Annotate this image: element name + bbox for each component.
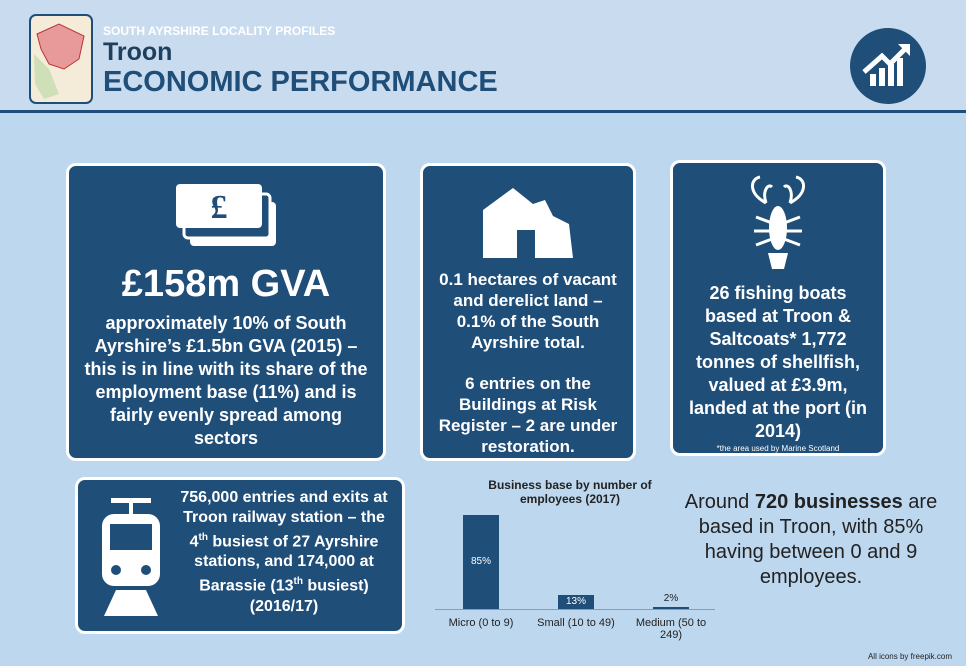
business-chart: Business base by number of employees (20… — [430, 478, 720, 648]
value-label: 85% — [470, 556, 491, 567]
rail-text-part: th — [198, 532, 208, 543]
fishing-note: *the area used by Marine Scotland — [716, 444, 840, 453]
place: Troon — [103, 38, 173, 66]
money-icon: £ — [176, 184, 276, 246]
bar — [463, 515, 499, 609]
summary-after: are based in Troon, with 85% having betw… — [698, 491, 938, 588]
growth-icon — [850, 28, 926, 104]
value-label: 13% — [565, 595, 586, 607]
rail-card: 756,000 entries and exits at Troon railw… — [75, 477, 405, 634]
gva-text: approximately 10% of South Ayrshire’s £1… — [84, 313, 368, 448]
baseline — [435, 609, 715, 610]
gva-headline: £158m GVA — [121, 263, 331, 305]
summary-before: Around — [684, 491, 755, 513]
land-text-1: 0.1 hectares of vacant and derelict land… — [439, 270, 617, 352]
title: ECONOMIC PERFORMANCE — [103, 66, 498, 98]
header — [0, 0, 966, 113]
svg-text:£: £ — [211, 189, 228, 226]
fishing-card: 26 fishing boats based at Troon & Saltco… — [670, 160, 886, 456]
lobster-icon — [751, 175, 805, 269]
footer: All icons by freepik.com — [867, 652, 952, 661]
x-tick-label: Medium (50 to 249) — [635, 617, 707, 641]
gva-card: £ £158m GVA approximately 10% of South A… — [66, 163, 386, 461]
x-tick-label: Micro (0 to 9) — [448, 617, 514, 629]
value-label: 2% — [663, 592, 679, 604]
rail-text: 756,000 entries and exits at Troon railw… — [174, 488, 394, 617]
chart-title: Business base by number of employees (20… — [488, 478, 652, 506]
rail-text-part: busiest of 27 Ayrshire stations, and 174… — [194, 533, 379, 595]
summary-bold: 720 businesses — [754, 491, 903, 513]
kicker: SOUTH AYRSHIRE LOCALITY PROFILES — [103, 24, 336, 38]
map-thumbnail — [29, 14, 93, 104]
rail-text-part: 756,000 entries and exits at Troon railw… — [180, 489, 388, 551]
rail-text-part: th — [293, 576, 303, 588]
fishing-text: 26 fishing boats based at Troon & Saltco… — [689, 283, 867, 441]
bar — [653, 606, 689, 609]
rail-text-part: busiest) (2016/17) — [249, 577, 369, 615]
building-icon — [483, 188, 573, 258]
x-tick-label: Small (10 to 49) — [537, 617, 615, 629]
bar — [558, 594, 594, 609]
train-icon — [102, 498, 160, 616]
land-text-2: 6 entries on the Buildings at Risk Regis… — [438, 374, 618, 456]
summary: Around 720 businesses are based in Troon… — [680, 490, 942, 590]
land-card: 0.1 hectares of vacant and derelict land… — [420, 163, 636, 461]
